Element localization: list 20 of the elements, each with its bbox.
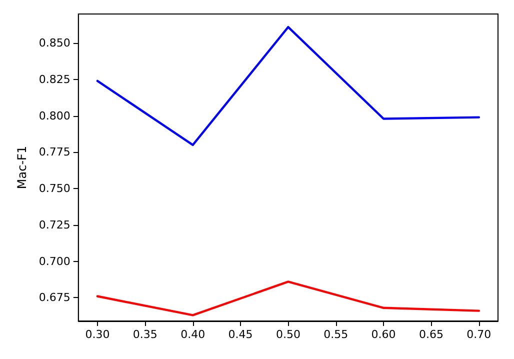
y-tick-label: 0.700 bbox=[38, 254, 70, 268]
x-tick-label: 0.55 bbox=[324, 328, 348, 341]
x-tick-label: 0.70 bbox=[466, 328, 492, 341]
x-tick-label: 0.50 bbox=[276, 328, 300, 341]
line-series bbox=[96, 280, 480, 316]
x-tick-label: 0.30 bbox=[85, 328, 110, 341]
y-tick-label: 0.775 bbox=[38, 146, 70, 159]
line-series bbox=[96, 26, 480, 146]
y-tick-label: 0.725 bbox=[38, 218, 70, 232]
y-tick-label: 0.800 bbox=[38, 109, 70, 122]
x-tick-label: 0.65 bbox=[418, 328, 444, 341]
x-tick-label: 0.40 bbox=[180, 328, 206, 341]
x-tick-label: 0.45 bbox=[228, 328, 253, 341]
y-axis-title: Mac-F1 bbox=[15, 146, 29, 190]
y-tick-label: 0.750 bbox=[38, 182, 70, 196]
x-tick-label: 0.60 bbox=[371, 328, 396, 341]
y-tick-label: 0.675 bbox=[38, 291, 70, 304]
y-tick-label: 0.850 bbox=[38, 36, 70, 50]
x-tick-label: 0.35 bbox=[132, 328, 158, 341]
y-tick-label: 0.825 bbox=[38, 72, 70, 86]
